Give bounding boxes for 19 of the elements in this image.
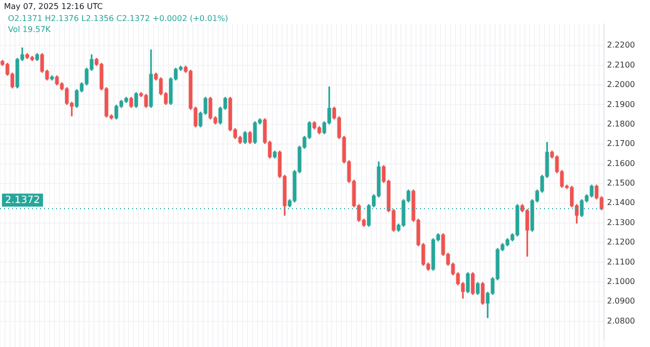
y-tick-label: 2.1400 [607,198,635,208]
y-tick-label: 2.0800 [607,316,635,326]
y-tick-label: 2.1000 [607,276,635,286]
annotation: Vol 19.57K [8,25,51,34]
text: O2.1371 H2.1376 L2.1356 C2.1372 +0.0002 (+0.01%) [8,14,228,23]
y-tick-label: 2.2100 [607,60,635,70]
y-tick-label: 2.1500 [607,178,635,188]
y-tick-label: 2.1800 [607,119,635,128]
y-tick-label: 2.1100 [607,257,635,266]
y-tick-label: 2.2200 [607,40,635,50]
text: May 07, 2025 12:16 UTC [4,2,103,11]
y-tick-label: 2.1600 [607,158,635,168]
y-tick-label: 2.1300 [607,218,635,227]
y-tick-label: 2.1200 [607,238,635,247]
y-tick-label: 2.2000 [607,80,635,90]
ref-line-label: 2.1372 [5,194,40,206]
y-tick-label: 2.1900 [607,100,635,109]
y-tick-label: 2.0900 [607,296,635,306]
y-tick-label: 2.1700 [607,139,635,148]
